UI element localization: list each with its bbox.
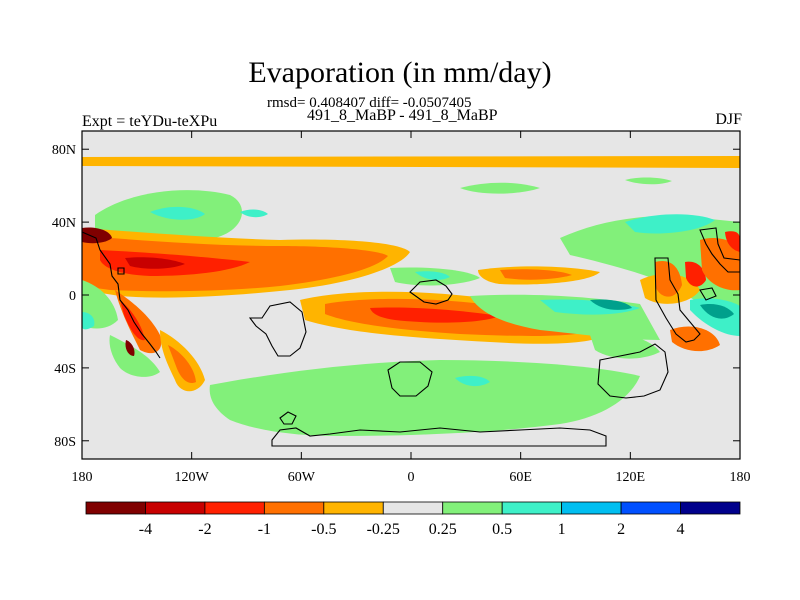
south-indian-green [590,333,660,359]
americas-west-coast [82,231,161,359]
southern-ocean-cyan [455,375,490,387]
west-pacific-cyan [625,214,715,234]
colorbar-swatch [680,501,741,515]
colorbar-label: -0.5 [311,521,336,538]
central-orange [500,269,572,280]
x-tick-label: 60W [288,470,316,485]
east-pacific-cyan [82,312,95,330]
south-pacific-darkred [125,340,135,356]
colorbar-swatch [442,501,503,515]
y-tick-label: 0 [69,289,76,304]
arctic-green-patch-2 [625,177,672,185]
south-america-orange [115,290,162,354]
antarctica-coast [271,427,607,447]
north-pacific-cyan [150,206,205,220]
colorbar-swatch [204,501,265,515]
arctic-orange-band [82,156,740,168]
weddell-island [387,361,433,397]
colorbar-swatch [382,501,444,515]
eastern-pacific-red [370,307,500,323]
south-atlantic-orange [168,345,196,384]
indian-ocean-teal [590,299,632,310]
africa-coast [409,279,453,305]
antarctic-gray [235,440,620,459]
y-tick-label: 80S [54,435,76,450]
colorbar-label: -2 [198,521,211,538]
colorbar-label: -4 [139,521,152,538]
x-tick-label: 0 [408,470,415,485]
x-axis: 180 120W 60W 0 60E 120E 180 [72,131,751,485]
south-america-coast [248,301,307,357]
colorbar-label: 1 [558,521,566,538]
west-pacific-orange [655,260,682,297]
north-pacific-cyan-2 [240,209,268,218]
central-america-coast [117,267,125,275]
colorbar-swatch [561,501,622,515]
x-tick-label: 120E [616,470,646,485]
coastlines [82,227,740,447]
map-title: Evaporation (in mm/day) [248,56,552,89]
west-pacific-red-2 [725,231,740,252]
y-tick-label: 40N [52,216,76,231]
colorbar-label: -0.25 [367,521,400,538]
y-tick-label: 80N [52,143,76,158]
x-tick-label: 180 [730,470,751,485]
east-asia-coast [699,227,740,273]
colorbar-swatch [263,501,325,515]
pacific-darkred [125,257,185,269]
colorbar-label: 2 [617,521,625,538]
equatorial-cyan [415,271,450,280]
colorbar: -4 -2 -1 -0.5 -0.25 0.25 0.5 1 2 4 [85,501,741,538]
season-label: DJF [715,111,742,128]
colorbar-label: 0.5 [492,521,512,538]
west-pacific-red [685,261,706,287]
colorbar-swatch [501,501,563,515]
antarctic-peninsula [279,411,297,425]
colorbar-swatch [620,501,681,515]
experiment-label: Expt = teYDu-teXPu [82,113,218,130]
run-names: 491_8_MaBP - 491_8_MaBP [307,107,498,124]
field-shading [82,156,740,459]
nw-pacific-darkred [82,227,112,244]
y-axis: 80N 40N 0 40S 80S [52,143,740,450]
indonesia-islands [699,287,717,301]
y-tick-label: 40S [54,362,76,377]
maritime-continent-coast [654,257,701,343]
colorbar-label: 4 [677,521,685,538]
x-tick-label: 60E [509,470,532,485]
south-pacific-green-w [109,335,160,377]
colorbar-swatch [85,501,146,515]
colorbar-swatch [145,501,206,515]
arctic-green-patch [460,182,540,194]
colorbar-label: 0.25 [429,521,457,538]
west-pacific-teal [700,304,734,319]
australia-coast [597,343,669,399]
colorbar-swatch [323,501,384,515]
southern-ocean-green [209,360,640,436]
colorbar-label: -1 [258,521,271,538]
stats-line: rmsd= 0.408407 diff= -0.0507405 [267,95,472,111]
x-tick-label: 120W [175,470,210,485]
x-tick-label: 180 [72,470,93,485]
